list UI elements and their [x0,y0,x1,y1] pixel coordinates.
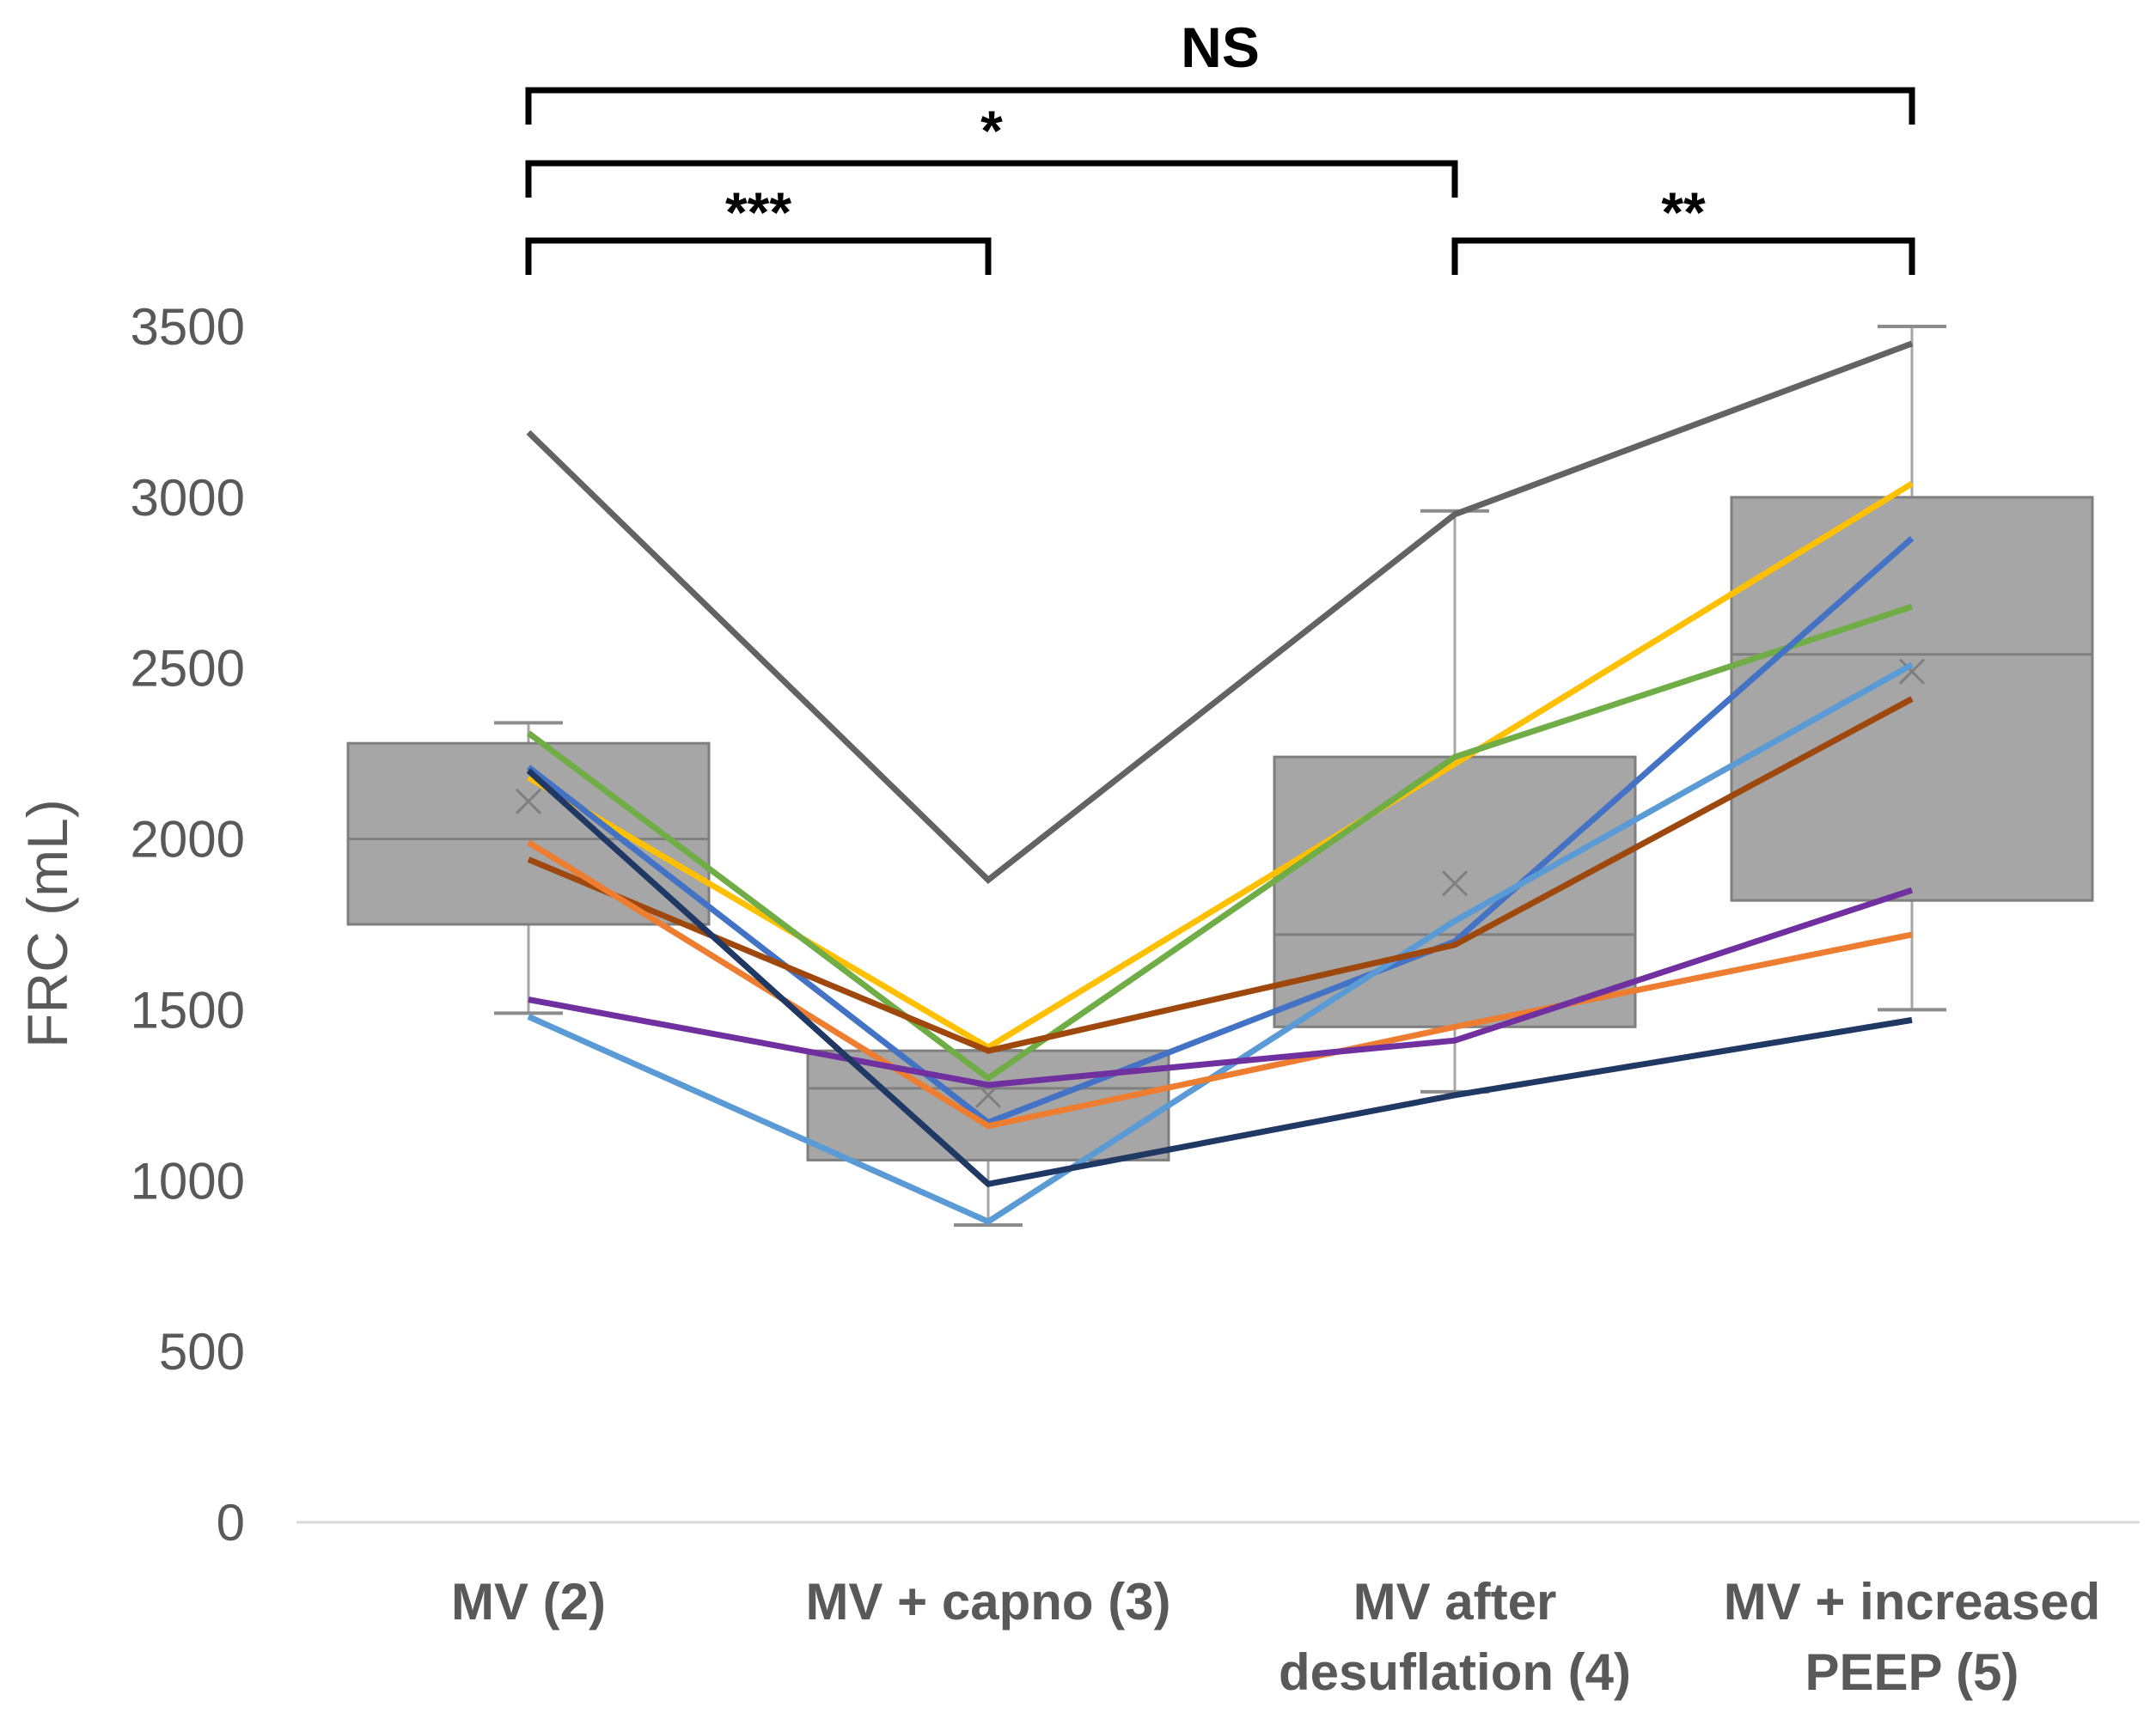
bracket-line [1451,237,1915,275]
x-category-label: MV after [1353,1573,1557,1631]
significance-bracket: *** [525,180,992,275]
y-tick-label: 1500 [131,981,245,1039]
significance-label: ** [1661,180,1706,244]
y-tick-label: 0 [217,1494,245,1551]
y-axis-title: FRC (mL) [15,799,79,1048]
series-line [527,696,1914,1054]
x-category-label: MV + increased [1724,1573,2101,1631]
x-category-label: PEEP (5) [1805,1643,2019,1701]
x-category-label: MV + capno (3) [805,1573,1170,1631]
series-line [526,603,1914,1082]
y-tick-label: 2000 [131,811,245,869]
iqr-box [1273,755,1637,1028]
y-tick-label: 1000 [131,1152,245,1210]
series-line [526,768,1913,1188]
mean-marker [1898,658,1926,685]
series-line [526,535,1915,1126]
x-category-label: MV (2) [451,1573,606,1631]
mean-marker [1441,870,1469,897]
bracket-line [525,237,992,275]
x-category-label: desuflation (4) [1279,1643,1631,1701]
significance-bracket: NS [525,15,1915,125]
box-plot [1273,509,1637,1094]
x-axis: MV (2) MV + capno (3) MV after desuflation … [451,1573,2100,1701]
significance-label: * [980,99,1003,162]
subject-lines [526,340,1915,1225]
significance-bracket: ** [1451,180,1915,275]
mean-marker [515,788,542,814]
series-line [527,839,1913,1130]
box-plots [346,325,2094,1227]
significance-bracket: * [525,99,1458,198]
series-line [527,661,1914,1225]
y-tick-label: 2500 [131,640,245,698]
y-tick-label: 3000 [131,469,245,527]
significance-brackets: NS**** ** [525,15,1915,275]
bracket-line [525,87,1915,125]
series-line [527,480,1914,1052]
bracket-line [525,160,1458,198]
series-line [526,340,1914,884]
y-tick-label: 3500 [131,298,245,356]
y-tick-label: 500 [159,1323,245,1381]
y-axis: 0 500 1000 1500 2000 2500 3000 3500 [131,298,245,1551]
significance-label: *** [725,180,791,244]
series-line [528,887,1914,1088]
significance-label: NS [1181,15,1260,79]
